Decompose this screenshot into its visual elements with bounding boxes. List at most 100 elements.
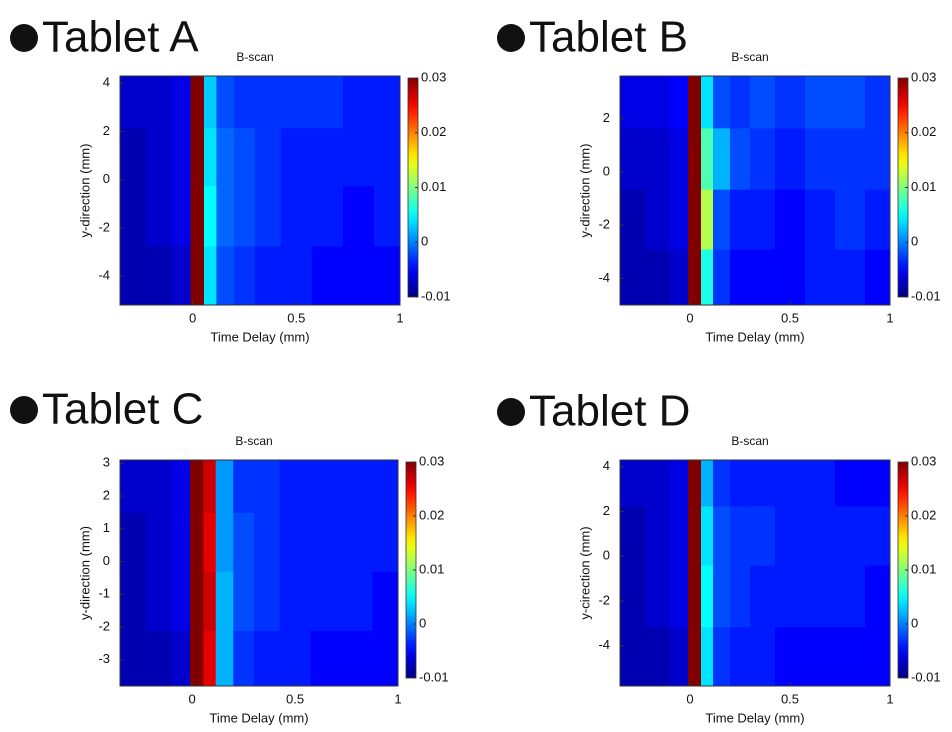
heat-cell bbox=[645, 626, 671, 687]
heat-cell bbox=[215, 630, 234, 687]
heat-cell bbox=[233, 630, 255, 687]
x-tick-label: 1 bbox=[886, 691, 893, 706]
heat-cell bbox=[620, 249, 646, 306]
x-tick-label: 0.5 bbox=[287, 310, 305, 325]
heat-cell bbox=[805, 505, 836, 566]
heat-cell bbox=[750, 127, 776, 190]
heat-cell bbox=[203, 571, 217, 631]
heat-cell bbox=[171, 185, 192, 247]
heat-cell bbox=[341, 630, 373, 687]
colorbar-tick-label: 0.03 bbox=[911, 69, 936, 84]
heat-cell bbox=[145, 245, 173, 306]
heat-cell bbox=[233, 512, 255, 572]
heat-cell bbox=[311, 76, 344, 129]
heat-cell bbox=[865, 565, 891, 628]
heat-cell bbox=[310, 630, 342, 687]
x-axis-label: Time Delay (mm) bbox=[209, 710, 308, 725]
heat-cell bbox=[190, 245, 205, 306]
heat-cell bbox=[190, 630, 204, 687]
y-axis-label: y-direction (mm) bbox=[77, 526, 92, 620]
heat-cell bbox=[645, 76, 671, 129]
heat-cell bbox=[713, 565, 731, 628]
colorbar-tick-label: 0 bbox=[419, 615, 426, 630]
colorbar-tick-label: 0.03 bbox=[421, 69, 446, 84]
heat-cell bbox=[279, 571, 311, 631]
heat-cell bbox=[730, 249, 751, 306]
heat-cell bbox=[775, 76, 806, 129]
heat-cell bbox=[190, 512, 204, 572]
y-tick-label: 0 bbox=[603, 163, 610, 178]
colorbar-tick-label: 0.01 bbox=[419, 561, 444, 576]
heat-cell bbox=[730, 626, 751, 687]
y-tick-label: 4 bbox=[603, 458, 610, 473]
axes-title: B-scan bbox=[731, 50, 768, 64]
x-tick-label: 1 bbox=[886, 310, 893, 325]
heat-cell bbox=[254, 127, 282, 187]
heat-cell bbox=[120, 571, 147, 631]
heat-cell bbox=[713, 505, 731, 566]
heat-cell bbox=[620, 626, 646, 687]
heat-cell bbox=[234, 245, 256, 306]
heat-cell bbox=[311, 245, 344, 306]
heat-cell bbox=[750, 505, 776, 566]
heat-cell bbox=[280, 127, 313, 187]
heat-cell bbox=[688, 76, 702, 129]
heat-cell bbox=[203, 630, 217, 687]
y-tick-label: 3 bbox=[103, 455, 110, 470]
heat-cell bbox=[701, 127, 714, 190]
heat-cell bbox=[280, 185, 313, 247]
heat-cell bbox=[190, 185, 205, 247]
heat-cell bbox=[215, 512, 234, 572]
x-axis-label: Time Delay (mm) bbox=[705, 710, 804, 725]
x-tick-label: 1 bbox=[396, 310, 403, 325]
heat-cell bbox=[279, 460, 311, 513]
heat-cell bbox=[190, 76, 205, 129]
heat-cell bbox=[171, 245, 192, 306]
y-tick-label: 0 bbox=[103, 553, 110, 568]
heat-cell bbox=[713, 626, 731, 687]
heat-cell bbox=[750, 565, 776, 628]
heat-cell bbox=[701, 76, 714, 129]
colorbar-tick-label: 0.01 bbox=[421, 179, 446, 194]
heat-cell bbox=[730, 127, 751, 190]
y-tick-label: 4 bbox=[103, 75, 110, 90]
heat-cell bbox=[372, 630, 399, 687]
heat-cell bbox=[835, 505, 866, 566]
heat-cell bbox=[645, 460, 671, 507]
heat-cell bbox=[374, 185, 401, 247]
heat-cell bbox=[204, 245, 217, 306]
y-tick-label: 2 bbox=[103, 123, 110, 138]
heat-cell bbox=[234, 127, 256, 187]
heat-cell bbox=[620, 460, 646, 507]
heat-cell bbox=[145, 185, 173, 247]
y-tick-label: -4 bbox=[598, 270, 610, 285]
heat-cell bbox=[670, 626, 689, 687]
x-tick-label: 0.5 bbox=[781, 691, 799, 706]
heat-cell bbox=[279, 512, 311, 572]
x-axis-label: Time Delay (mm) bbox=[210, 329, 309, 344]
heat-cell bbox=[713, 76, 731, 129]
heat-cell bbox=[670, 76, 689, 129]
heat-cell bbox=[253, 571, 281, 631]
heat-cell bbox=[865, 626, 891, 687]
axes-title: B-scan bbox=[731, 434, 768, 448]
x-tick-label: 0 bbox=[189, 310, 196, 325]
x-tick-label: 0.5 bbox=[286, 691, 304, 706]
heat-cell bbox=[120, 76, 147, 129]
heat-cell bbox=[701, 626, 714, 687]
heat-cell bbox=[750, 460, 776, 507]
y-tick-label: -1 bbox=[98, 586, 110, 601]
heat-cell bbox=[204, 185, 217, 247]
x-tick-label: 0 bbox=[686, 310, 693, 325]
heat-cell bbox=[171, 127, 192, 187]
heat-cell bbox=[341, 571, 373, 631]
heat-cell bbox=[204, 76, 217, 129]
heat-cell bbox=[171, 571, 191, 631]
heat-cell bbox=[620, 76, 646, 129]
heat-cell bbox=[750, 189, 776, 250]
y-tick-label: 2 bbox=[103, 487, 110, 502]
heat-cell bbox=[645, 127, 671, 190]
axes-frame bbox=[619, 75, 891, 306]
heat-cell bbox=[865, 76, 891, 129]
heat-cell bbox=[835, 249, 866, 306]
